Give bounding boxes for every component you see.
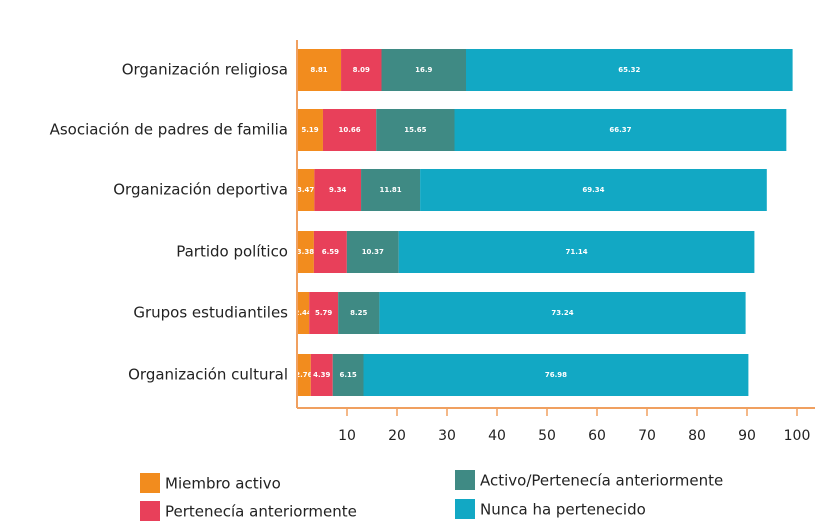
value-label: 5.79	[315, 309, 332, 317]
bar-segment	[379, 292, 746, 334]
bar-segment	[314, 169, 362, 211]
x-tick-label: 40	[488, 428, 506, 444]
category-label: Organización cultural	[128, 366, 288, 384]
category-label: Asociación de padres de familia	[50, 121, 288, 139]
bar-segment	[332, 354, 364, 396]
legend-swatch	[140, 473, 160, 493]
value-label: 8.81	[310, 66, 327, 74]
x-tick-label: 50	[538, 428, 556, 444]
bar-segment	[346, 231, 399, 273]
bar-segment	[297, 169, 315, 211]
bar-segment	[361, 169, 421, 211]
value-label: 69.34	[582, 186, 604, 194]
bar-segment	[297, 109, 323, 151]
value-label: 6.59	[322, 248, 339, 256]
bar-segment	[466, 49, 793, 91]
category-label: Partido político	[176, 243, 288, 261]
bar-segment	[313, 231, 347, 273]
value-label: 2.44	[294, 309, 311, 317]
x-tick-label: 90	[738, 428, 756, 444]
legend-swatch	[455, 499, 475, 519]
value-label: 15.65	[404, 126, 426, 134]
value-label: 65.32	[618, 66, 640, 74]
legend-swatch	[140, 501, 160, 521]
legend-label: Pertenecía anteriormente	[165, 503, 357, 521]
value-label: 4.39	[313, 371, 330, 379]
bar-segment	[309, 292, 339, 334]
legend-swatch	[455, 470, 475, 490]
bar-segment	[297, 292, 310, 334]
bar-segment	[454, 109, 787, 151]
value-label: 9.34	[329, 186, 346, 194]
bar-segment	[338, 292, 380, 334]
x-tick-label: 10	[338, 428, 356, 444]
value-label: 66.37	[609, 126, 631, 134]
x-tick-label: 20	[388, 428, 406, 444]
category-label: Organización religiosa	[122, 61, 288, 79]
category-label: Grupos estudiantiles	[133, 304, 288, 322]
bar-segment	[376, 109, 455, 151]
bar-segment	[322, 109, 377, 151]
value-label: 2.76	[295, 371, 312, 379]
bar-segment	[297, 231, 314, 273]
value-label: 5.19	[301, 126, 318, 134]
category-label: Organización deportiva	[113, 181, 288, 199]
bar-segment	[341, 49, 382, 91]
value-label: 8.09	[353, 66, 370, 74]
x-tick-label: 100	[784, 428, 811, 444]
value-label: 10.66	[339, 126, 361, 134]
value-label: 16.9	[415, 66, 432, 74]
value-label: 73.24	[551, 309, 573, 317]
value-label: 6.15	[339, 371, 356, 379]
legend-label: Nunca ha pertenecido	[480, 501, 646, 519]
x-tick-label: 80	[688, 428, 706, 444]
x-tick-label: 60	[588, 428, 606, 444]
bar-segment	[310, 354, 333, 396]
bar-segment	[420, 169, 767, 211]
bar-segment	[297, 49, 342, 91]
value-label: 76.98	[545, 371, 567, 379]
bar-segment	[398, 231, 755, 273]
bar-segment	[381, 49, 466, 91]
value-label: 10.37	[362, 248, 384, 256]
value-label: 8.25	[350, 309, 367, 317]
value-label: 3.38	[297, 248, 314, 256]
value-label: 11.81	[379, 186, 401, 194]
value-label: 3.47	[297, 186, 314, 194]
bar-segment	[363, 354, 749, 396]
x-tick-label: 70	[638, 428, 656, 444]
value-label: 71.14	[565, 248, 587, 256]
x-tick-label: 30	[438, 428, 456, 444]
legend-label: Activo/Pertenecía anteriormente	[480, 472, 723, 490]
bar-segment	[297, 354, 311, 396]
legend-label: Miembro activo	[165, 475, 281, 493]
